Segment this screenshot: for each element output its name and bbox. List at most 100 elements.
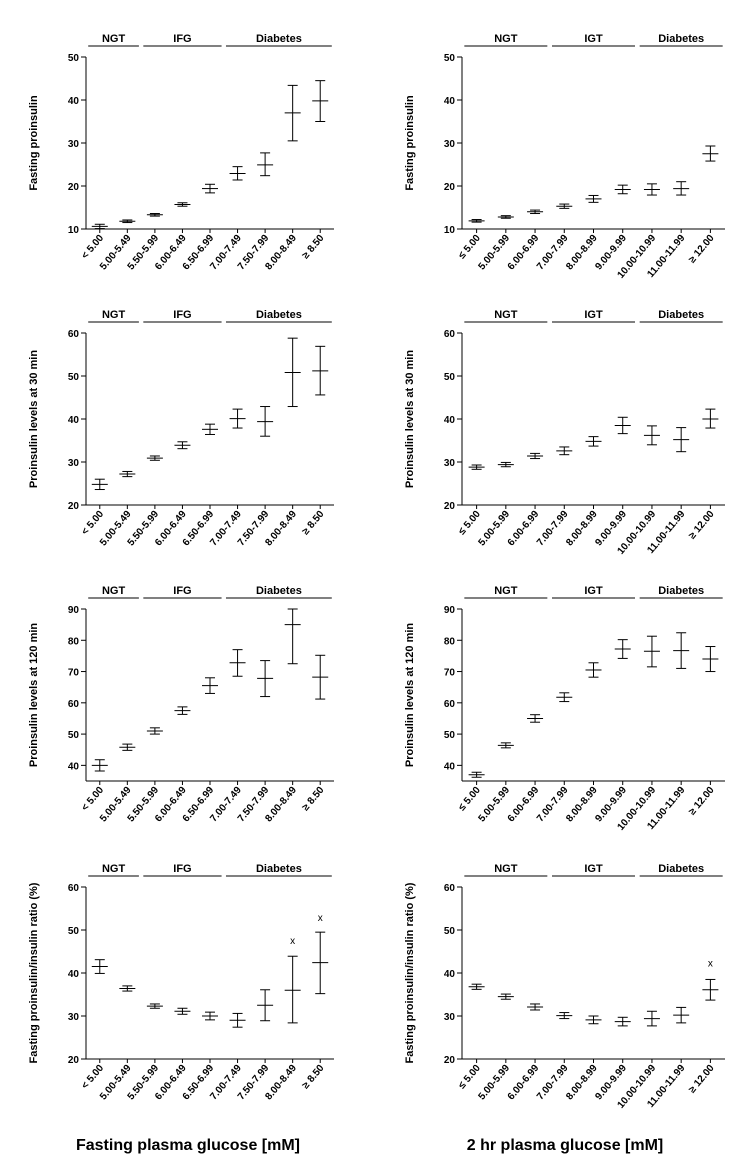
error-bar: [146, 1003, 163, 1009]
y-tick-label: 40: [444, 96, 456, 107]
y-tick-label: 60: [444, 699, 456, 710]
x-tick-label: ≥ 12.00: [687, 785, 717, 818]
group-label: IGT: [584, 33, 603, 45]
error-bar: [702, 646, 719, 673]
group-label: NGT: [102, 863, 126, 875]
error-bar: [614, 184, 631, 195]
panel-5: 40 50 60 70 80 90 Proinsulin levels at 120 min…: [28, 585, 334, 824]
error-bar: [119, 470, 136, 478]
error-bar: [284, 84, 301, 142]
y-tick-label: 90: [444, 605, 456, 616]
y-tick-label: 50: [444, 372, 456, 383]
y-tick-label: 20: [444, 1055, 456, 1066]
y-tick-label: 60: [68, 883, 80, 894]
x-tick-label: ≥ 12.00: [687, 509, 717, 542]
x-tick-label: ≥ 8.50: [300, 1063, 327, 1092]
error-bar: [527, 209, 544, 215]
group-label: NGT: [494, 309, 518, 321]
y-tick-label: 70: [444, 668, 456, 679]
x-tick-label: ≥ 8.50: [300, 509, 327, 538]
y-axis-label: Proinsulin levels at 30 min: [28, 350, 40, 488]
group-label: IFG: [173, 863, 191, 875]
group-label: IGT: [584, 309, 603, 321]
error-bar: [527, 452, 544, 460]
y-tick-label: 20: [444, 501, 456, 512]
y-tick-label: 20: [68, 501, 80, 512]
error-bar: [312, 80, 329, 122]
group-label: Diabetes: [256, 863, 302, 875]
error-bar: [257, 660, 274, 698]
error-bar: [119, 743, 136, 751]
error-bar: [202, 423, 218, 435]
x-tick-label: ≤ 5.00: [457, 509, 484, 538]
error-bar: [497, 742, 514, 749]
y-tick-label: 30: [68, 458, 80, 469]
error-bar: [174, 1007, 191, 1015]
error-bar: [643, 183, 660, 196]
y-tick-label: 40: [68, 761, 80, 772]
x-tick-label: ≥ 12.00: [687, 1063, 717, 1096]
error-bar: [497, 993, 514, 1000]
x-tick-label: ≥ 8.50: [300, 785, 327, 814]
panel-7: 20 30 40 50 60 Fasting proinsulin/insulin rat…: [28, 863, 334, 1102]
error-bar: [643, 425, 660, 446]
x-tick-label: < 5.00: [80, 785, 107, 814]
group-label: IFG: [173, 309, 191, 321]
y-axis-label: Fasting proinsulin: [28, 95, 40, 191]
error-bar: [229, 408, 246, 429]
group-label: NGT: [494, 585, 518, 597]
error-bar: [673, 1006, 690, 1024]
group-label: IGT: [584, 863, 603, 875]
y-tick-label: 30: [444, 139, 456, 150]
error-bar: [585, 1015, 602, 1025]
y-tick-label: 40: [68, 415, 80, 426]
x-axis-title-left: Fasting plasma glucose [mM]: [76, 1137, 300, 1154]
x-tick-label: < 5.00: [80, 233, 107, 262]
x-tick-label: < 5.00: [80, 1063, 107, 1092]
group-label: NGT: [102, 33, 126, 45]
y-tick-label: 50: [68, 372, 80, 383]
error-bar: [702, 145, 719, 162]
y-tick-label: 60: [68, 329, 80, 340]
y-axis-label: Fasting proinsulin/insulin ratio (%): [404, 882, 416, 1063]
y-tick-label: 40: [444, 969, 456, 980]
error-bar: [174, 706, 191, 715]
error-bar: [119, 985, 136, 992]
error-bar: [257, 152, 274, 177]
error-bar: [643, 1010, 660, 1027]
error-bar: [146, 727, 163, 735]
group-label: IFG: [173, 33, 191, 45]
error-bar: [312, 345, 329, 396]
error-bar: [257, 989, 274, 1022]
group-label: Diabetes: [256, 33, 302, 45]
y-tick-label: 40: [444, 761, 456, 772]
error-bar: [556, 692, 573, 703]
y-tick-label: 40: [444, 415, 456, 426]
error-bar: [229, 1012, 246, 1028]
error-bar: [91, 223, 108, 230]
group-label: NGT: [102, 309, 126, 321]
error-bar: [202, 183, 218, 194]
y-axis-label: Proinsulin levels at 120 min: [404, 623, 416, 768]
x-tick-label: ≤ 5.00: [457, 785, 484, 814]
error-bar: [146, 213, 163, 217]
significance-marker: x: [318, 913, 323, 924]
y-tick-label: 30: [68, 1012, 80, 1023]
panel-4: 20 30 40 50 60 Proinsulin levels at 30 min ≤ 5…: [404, 309, 725, 557]
y-tick-label: 40: [68, 96, 80, 107]
y-tick-label: 10: [444, 225, 456, 236]
y-tick-label: 20: [68, 182, 80, 193]
error-bar: [556, 1012, 573, 1020]
error-bar: [702, 978, 719, 1001]
error-bar: [585, 662, 602, 678]
error-bar: [202, 677, 218, 694]
y-tick-label: 70: [68, 668, 80, 679]
y-tick-label: 20: [68, 1055, 80, 1066]
x-tick-label: < 5.00: [80, 509, 107, 538]
group-label: NGT: [494, 863, 518, 875]
group-label: NGT: [102, 585, 126, 597]
group-label: Diabetes: [256, 309, 302, 321]
error-bar: [673, 427, 690, 453]
group-label: Diabetes: [658, 585, 704, 597]
